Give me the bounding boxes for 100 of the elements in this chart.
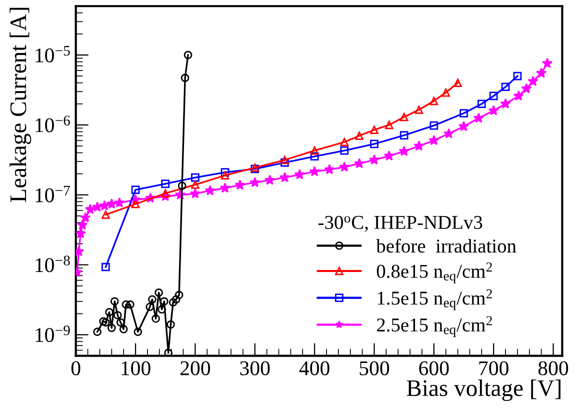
point xyxy=(102,262,110,272)
point xyxy=(77,220,88,230)
point xyxy=(161,189,170,198)
point xyxy=(99,200,110,210)
point xyxy=(114,197,125,208)
point xyxy=(80,212,91,222)
y-axis-title: Leakage Current [A] xyxy=(10,8,32,202)
point xyxy=(174,290,184,300)
point xyxy=(309,166,320,176)
point xyxy=(154,288,163,297)
point xyxy=(280,156,289,164)
legend-label: before irradiation xyxy=(376,238,516,253)
point xyxy=(134,328,142,336)
point xyxy=(172,295,180,304)
x-tick-label: 800 xyxy=(538,361,568,376)
point xyxy=(164,348,173,356)
y-tick-label: 10$^{−7}$ xyxy=(36,186,70,202)
point xyxy=(264,174,276,185)
x-axis-title: Bias voltage [V] xyxy=(406,380,560,402)
point xyxy=(428,134,440,146)
point xyxy=(178,182,186,190)
point xyxy=(430,96,438,106)
point xyxy=(324,164,335,174)
y-tick-label: 10$^{−8}$ xyxy=(36,256,70,272)
point xyxy=(102,210,110,219)
point xyxy=(280,158,289,167)
point xyxy=(488,105,499,116)
point xyxy=(160,297,168,306)
point xyxy=(161,180,170,188)
point xyxy=(113,311,122,320)
x-tick-label: 300 xyxy=(240,361,270,376)
point xyxy=(76,228,86,238)
point xyxy=(220,168,230,176)
point xyxy=(339,161,350,172)
point xyxy=(106,198,117,209)
point xyxy=(528,76,538,86)
point xyxy=(204,185,216,196)
point xyxy=(166,320,175,329)
x-tick-label: 600 xyxy=(419,361,449,376)
point xyxy=(442,88,450,97)
point xyxy=(191,173,200,182)
point xyxy=(190,188,201,198)
point xyxy=(180,74,190,82)
point xyxy=(105,308,114,316)
point xyxy=(84,204,96,214)
point xyxy=(500,98,511,109)
point xyxy=(119,325,128,334)
point xyxy=(513,72,522,80)
point xyxy=(536,68,547,78)
x-tick-label: 0 xyxy=(71,361,80,376)
x-tick-label: 700 xyxy=(479,361,508,376)
point xyxy=(158,305,166,314)
point xyxy=(99,317,108,326)
point xyxy=(110,297,119,306)
point xyxy=(460,109,468,118)
point xyxy=(116,318,125,327)
point xyxy=(542,58,553,68)
point xyxy=(126,300,134,309)
point xyxy=(107,324,116,332)
point xyxy=(131,186,140,194)
point xyxy=(384,150,394,161)
x-tick-label: 400 xyxy=(299,361,330,376)
legend-label: 1.5e15 n$_{eq}$/cm$^{2}$ xyxy=(378,289,492,310)
point xyxy=(454,78,462,87)
y-tick-label: 10$^{−9}$ xyxy=(36,325,70,342)
legend-title: -30$^{o}$C, IHEP-NDLv3 xyxy=(318,216,482,232)
point xyxy=(355,132,364,140)
point xyxy=(384,120,394,130)
point xyxy=(148,295,156,304)
point xyxy=(102,318,110,327)
point xyxy=(93,328,102,336)
point xyxy=(354,158,365,168)
point xyxy=(370,126,378,134)
y-tick-label: 10$^{−6}$ xyxy=(36,116,70,132)
point xyxy=(191,180,200,189)
point xyxy=(340,146,349,155)
x-tick-label: 200 xyxy=(180,361,210,376)
point xyxy=(131,200,140,208)
point xyxy=(513,90,524,101)
x-tick-label: 500 xyxy=(360,361,390,376)
point xyxy=(310,152,319,161)
point xyxy=(184,50,192,60)
point xyxy=(310,146,319,155)
point xyxy=(122,300,130,309)
point xyxy=(444,128,454,138)
y-tick-label: 10$^{−5}$ xyxy=(36,46,70,62)
point xyxy=(477,100,486,108)
point xyxy=(340,138,349,146)
point xyxy=(458,120,470,132)
point xyxy=(489,92,498,100)
point xyxy=(220,182,230,193)
point xyxy=(294,169,305,180)
x-tick-label: 100 xyxy=(122,361,150,376)
legend-label: 2.5e15 n$_{eq}$/cm$^{2}$ xyxy=(376,316,492,337)
legend-label: 0.8e15 n$_{eq}$/cm$^{2}$ xyxy=(376,262,492,284)
point xyxy=(168,298,178,307)
point xyxy=(250,176,260,188)
point xyxy=(234,180,246,190)
point xyxy=(521,83,532,94)
point xyxy=(370,140,378,148)
